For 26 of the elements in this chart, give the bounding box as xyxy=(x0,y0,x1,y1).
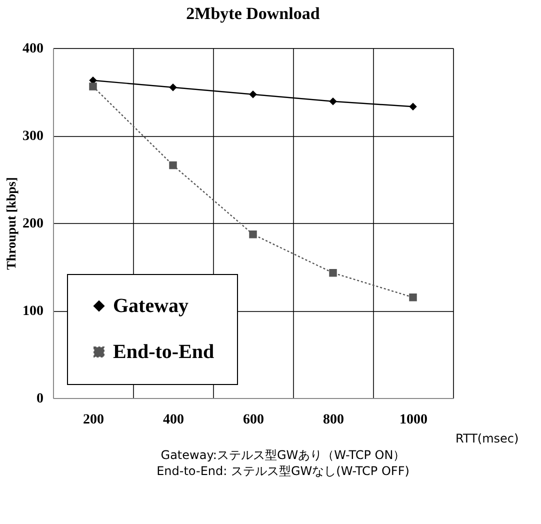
y-tick-label: 200 xyxy=(22,216,44,232)
point xyxy=(409,294,417,302)
point xyxy=(329,269,337,277)
point xyxy=(249,230,257,238)
text: Gateway:ステルス型GWあり（W-TCP ON） xyxy=(160,448,406,462)
point xyxy=(89,82,97,90)
text: End-to-End: ステルス型GWなし(W-TCP OFF) xyxy=(156,464,410,478)
point xyxy=(249,90,257,98)
y-tick-label: 100 xyxy=(22,304,44,319)
y-tick-label: 300 xyxy=(22,129,44,144)
chart-title: 2Mbyte Download xyxy=(186,4,320,23)
y-tick-label: 0 xyxy=(36,392,44,406)
x-tick-label: 1000 xyxy=(400,412,428,428)
point xyxy=(169,161,177,170)
legend-label: Gateway xyxy=(113,295,189,317)
x-tick-label: 800 xyxy=(323,412,344,428)
legend-label: End-to-End xyxy=(113,341,214,363)
x-tick-label: 200 xyxy=(83,412,104,428)
point xyxy=(409,102,417,110)
x-axis-title: RTT(msec) xyxy=(456,432,519,446)
x-tick-label: 600 xyxy=(243,412,264,428)
y-axis-title: Throuput [kbps] xyxy=(4,177,18,270)
point xyxy=(169,84,177,92)
x-tick-label: 400 xyxy=(163,412,184,428)
point xyxy=(329,98,337,106)
y-tick-label: 400 xyxy=(22,42,44,56)
